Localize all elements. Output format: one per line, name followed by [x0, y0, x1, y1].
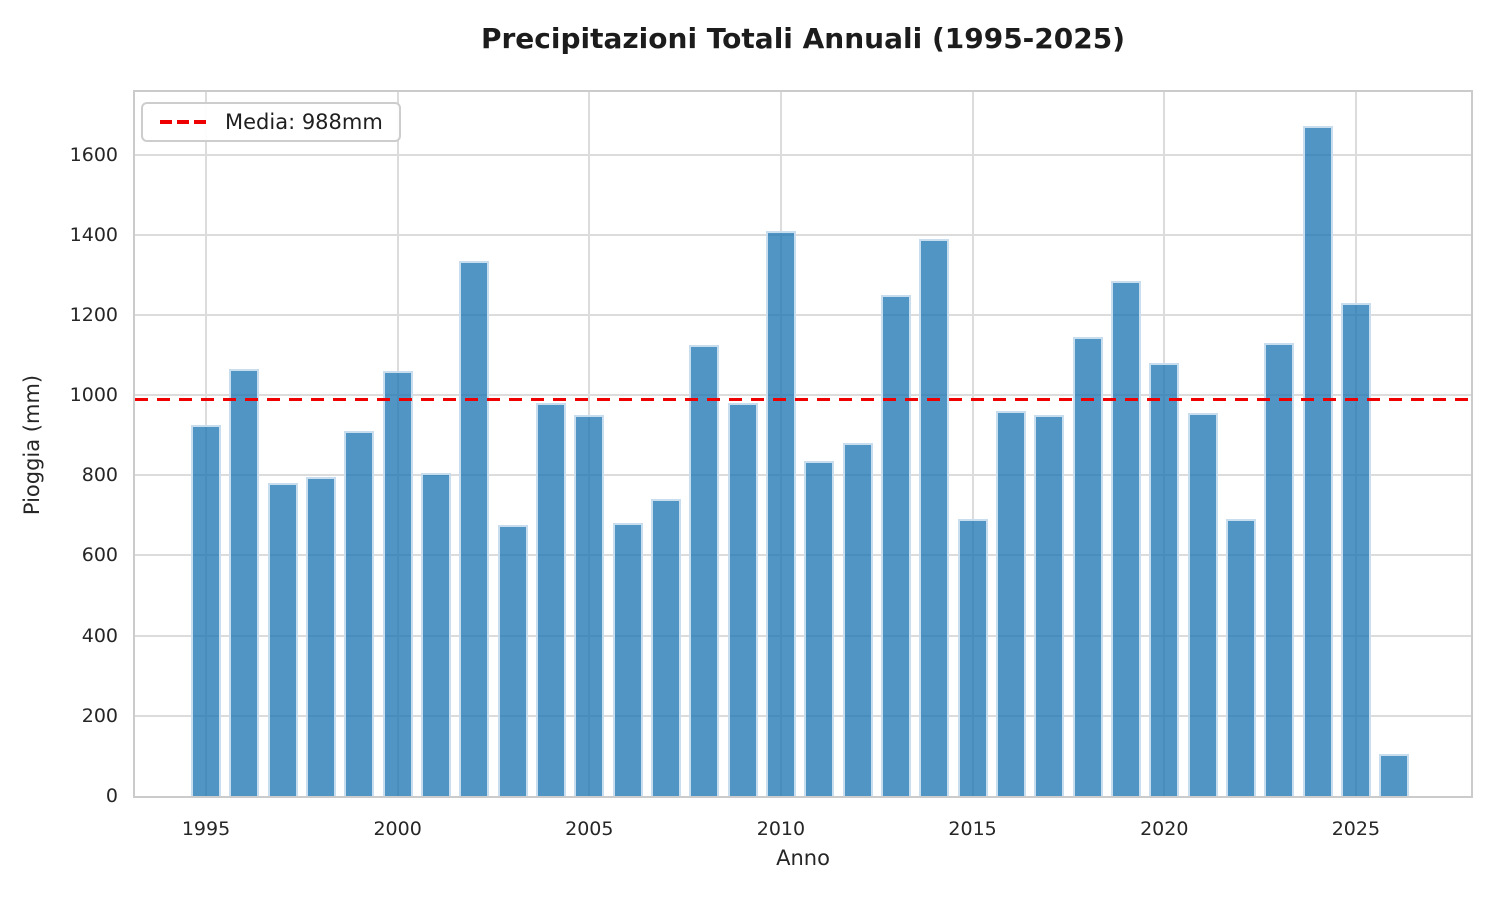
bar-1995: [191, 425, 221, 796]
bar-2000: [382, 371, 413, 796]
bar-1998: [305, 477, 336, 796]
legend-dashed-line-icon: [160, 120, 206, 124]
bar-2025: [1340, 302, 1371, 796]
vgridline-2015: [971, 92, 974, 796]
bar-2018: [1072, 336, 1103, 796]
bar-2001: [420, 473, 451, 796]
x-tick-label-2020: 2020: [1140, 818, 1189, 840]
bar-2015: [957, 519, 988, 796]
bar-2003: [497, 525, 528, 796]
y-axis-label: Pioggia (mm): [20, 374, 44, 516]
bar-2010: [765, 230, 796, 796]
bar-2021: [1187, 413, 1218, 796]
hgridline-400: [135, 634, 1471, 637]
y-tick-label-1600: 1600: [69, 143, 118, 166]
bar-2008: [689, 344, 720, 796]
plot-area: Media: 988mm: [133, 90, 1473, 798]
chart-title: Precipitazioni Totali Annuali (1995-2025…: [480, 22, 1126, 55]
y-tick-label-1000: 1000: [69, 384, 118, 407]
bar-2024: [1302, 126, 1333, 796]
x-tick-label-2015: 2015: [948, 818, 997, 840]
x-tick-label-2010: 2010: [756, 818, 806, 840]
bar-2014: [919, 238, 950, 796]
bar-2011: [804, 461, 835, 796]
x-axis-label: Anno: [776, 846, 830, 870]
bar-2026: [1379, 753, 1410, 796]
bar-2023: [1264, 342, 1295, 796]
bar-2017: [1034, 415, 1065, 796]
y-tick-label-400: 400: [81, 624, 118, 647]
legend: Media: 988mm: [141, 102, 401, 142]
x-tick-label-1995: 1995: [181, 818, 231, 840]
bar-2006: [612, 523, 643, 796]
y-tick-label-0: 0: [105, 785, 118, 807]
bar-2016: [995, 411, 1026, 796]
y-tick-label-800: 800: [81, 464, 118, 487]
mean-line: [135, 398, 1471, 402]
hgridline-1600: [135, 153, 1471, 156]
x-tick-label-2000: 2000: [373, 818, 422, 840]
y-tick-label-200: 200: [81, 704, 118, 727]
bar-2020: [1149, 363, 1180, 796]
hgridline-1200: [135, 313, 1471, 316]
bar-2019: [1110, 280, 1141, 796]
hgridline-1400: [135, 233, 1471, 236]
x-tick-label-2005: 2005: [565, 818, 614, 840]
legend-label: Media: 988mm: [225, 110, 383, 134]
bar-1997: [267, 483, 298, 796]
bar-2013: [880, 294, 911, 796]
x-tick-label-2025: 2025: [1331, 818, 1381, 840]
hgridline-800: [135, 474, 1471, 477]
bar-2022: [1225, 519, 1256, 796]
hgridline-1000: [135, 394, 1471, 397]
y-tick-label-1400: 1400: [69, 223, 118, 246]
hgridline-600: [135, 554, 1471, 557]
bar-1996: [229, 369, 260, 796]
hgridline-200: [135, 714, 1471, 717]
bar-2012: [842, 443, 873, 796]
bar-2005: [574, 415, 605, 796]
bar-1999: [344, 431, 375, 796]
bar-2009: [727, 403, 758, 796]
bar-2007: [650, 499, 681, 796]
bar-2002: [459, 260, 490, 796]
y-tick-label-1200: 1200: [69, 303, 118, 326]
bar-2004: [535, 403, 566, 796]
y-tick-label-600: 600: [81, 544, 118, 567]
